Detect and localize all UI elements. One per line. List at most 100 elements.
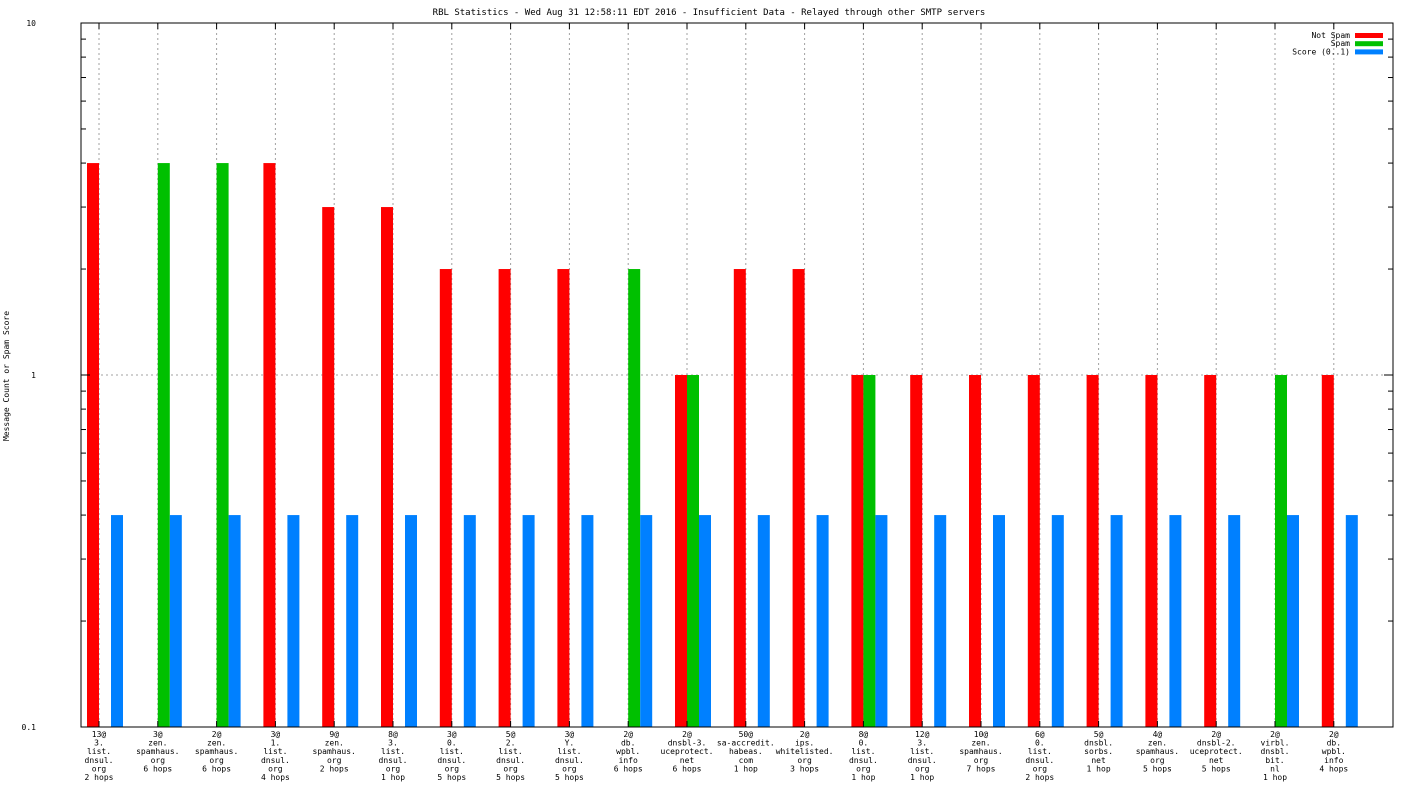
x-tick-label-line: 13@ [92, 730, 107, 739]
x-tick-label-line: 8@ [859, 730, 869, 739]
x-tick-label-line: 3@ [271, 730, 281, 739]
bar-score-0-1 [111, 515, 123, 727]
bar-not-spam [322, 207, 335, 727]
bar-spam [157, 163, 170, 727]
x-tick-label-line: 3. [388, 739, 398, 748]
x-tick-label-line: spamhaus. [959, 747, 1002, 756]
x-tick-label-line: 5 hops [1202, 764, 1231, 773]
x-tick-label-line: 12@ [915, 730, 930, 739]
x-tick-label-line: 5@ [506, 730, 516, 739]
legend-swatch [1355, 33, 1383, 38]
x-tick-label-line: 2. [506, 739, 516, 748]
x-tick-label-line: wpbl. [1322, 747, 1346, 756]
x-tick-label-line: 1 hop [910, 773, 934, 782]
x-tick-label-line: 1 hop [381, 773, 405, 782]
x-tick-label-line: 2@ [1329, 730, 1339, 739]
x-tick-label: 9@ zen. spamhaus. org 2 hops [313, 730, 356, 773]
x-tick-label-line: 3. [917, 739, 927, 748]
x-tick-label-line: 4 hops [1319, 764, 1348, 773]
x-tick-label-line: org [1033, 764, 1048, 773]
x-tick-label-line: zen. [1148, 739, 1167, 748]
x-tick-label-line: spamhaus. [1136, 747, 1179, 756]
x-tick-label-line: wpbl. [616, 747, 640, 756]
x-tick-label-line: 6@ [1035, 730, 1045, 739]
x-tick-label-line: net [1091, 756, 1106, 765]
x-tick-label-line: 2 hops [85, 773, 114, 782]
x-tick-label-line: Y. [565, 739, 575, 748]
x-tick-label: 2@ zen. spamhaus. org 6 hops [195, 730, 238, 773]
x-tick-label-line: org [268, 764, 283, 773]
bar-spam [216, 163, 229, 727]
x-tick-label-line: 6 hops [614, 764, 643, 773]
x-tick-label-line: 0. [1035, 739, 1045, 748]
x-tick-label-line: 3. [94, 739, 104, 748]
x-tick-label-line: 5@ [1094, 730, 1104, 739]
bar-spam [863, 375, 876, 727]
x-tick-label-line: list. [557, 747, 581, 756]
bar-not-spam [557, 269, 570, 727]
x-tick-label-line: org [327, 756, 342, 765]
x-tick-label-line: list. [1028, 747, 1052, 756]
y-axis-label: Message Count or Spam Score [2, 311, 11, 441]
x-tick-label-line: info [619, 756, 638, 765]
x-tick-label-line: 8@ [388, 730, 398, 739]
x-tick-label-line: org [1150, 756, 1165, 765]
bar-score-0-1 [405, 515, 417, 727]
x-tick-label-line: zen. [325, 739, 344, 748]
bar-score-0-1 [1169, 515, 1182, 727]
x-tick-label-line: dnsul. [1025, 756, 1054, 765]
x-tick-label-line: org [209, 756, 224, 765]
legend-label: Score (0..1) [1292, 47, 1350, 56]
bar-score-0-1 [875, 515, 888, 727]
bar-not-spam [851, 375, 864, 727]
x-tick-label-line: uceprotect. [1190, 747, 1243, 756]
bar-score-0-1 [581, 515, 594, 727]
x-tick-label-line: 2@ [682, 730, 692, 739]
x-tick-label-line: dnsul. [908, 756, 937, 765]
bar-score-0-1 [287, 515, 300, 727]
bar-not-spam [733, 269, 746, 727]
bar-not-spam [439, 269, 452, 727]
x-tick-label-line: 1 hop [1087, 764, 1111, 773]
x-tick-label-line: list. [381, 747, 405, 756]
x-tick-label-line: 3 hops [790, 764, 819, 773]
x-tick-label-line: list. [440, 747, 464, 756]
x-tick-label-line: 5 hops [496, 773, 525, 782]
x-tick-label-line: 6 hops [202, 764, 231, 773]
x-tick-label-line: dnsbl. [1261, 747, 1290, 756]
x-tick-label-line: 6 hops [673, 764, 702, 773]
bar-not-spam [910, 375, 923, 727]
x-tick-label-line: 3@ [447, 730, 457, 739]
x-tick-label: 2@ dnsbl-2. uceprotect. net 5 hops [1190, 730, 1243, 773]
bar-score-0-1 [640, 515, 653, 727]
x-tick-label-line: sa-accredit. [717, 739, 775, 748]
bar-not-spam [675, 375, 687, 727]
x-tick-label-line: org [386, 764, 401, 773]
x-tick-label-line: dnsbl. [1084, 739, 1113, 748]
legend-swatch [1355, 49, 1383, 55]
x-tick-label-line: 1 hop [1263, 773, 1287, 782]
x-tick-label-line: dnsul. [496, 756, 525, 765]
x-tick-label-line: 2 hops [1025, 773, 1054, 782]
x-tick-label-line: db. [1327, 739, 1341, 748]
x-tick-label-line: whitelisted. [776, 747, 834, 756]
x-tick-label-line: 10@ [974, 730, 989, 739]
x-tick-label-line: uceprotect. [661, 747, 714, 756]
x-tick-label-line: 2@ [1211, 730, 1221, 739]
x-tick-label: 5@ dnsbl. sorbs. net 1 hop [1084, 730, 1113, 773]
x-tick-label-line: nl [1270, 764, 1280, 773]
x-tick-label-line: 6 hops [143, 764, 172, 773]
bar-spam [687, 375, 699, 727]
x-tick-label-line: list. [263, 747, 287, 756]
x-tick-label: 12@ 3. list. dnsul. org 1 hop [908, 730, 937, 782]
x-tick-label-line: net [1209, 756, 1224, 765]
x-tick-label-line: zen. [971, 739, 990, 748]
x-tick-label: 6@ 0. list. dnsul. org 2 hops [1025, 730, 1054, 782]
legend-label: Spam [1331, 39, 1350, 48]
x-tick-label-line: 5 hops [555, 773, 584, 782]
x-tick-label-line: db. [621, 739, 635, 748]
x-tick-label-line: zen. [148, 739, 167, 748]
x-tick-label-line: 2@ [800, 730, 810, 739]
x-tick-label-line: dnsul. [85, 756, 114, 765]
